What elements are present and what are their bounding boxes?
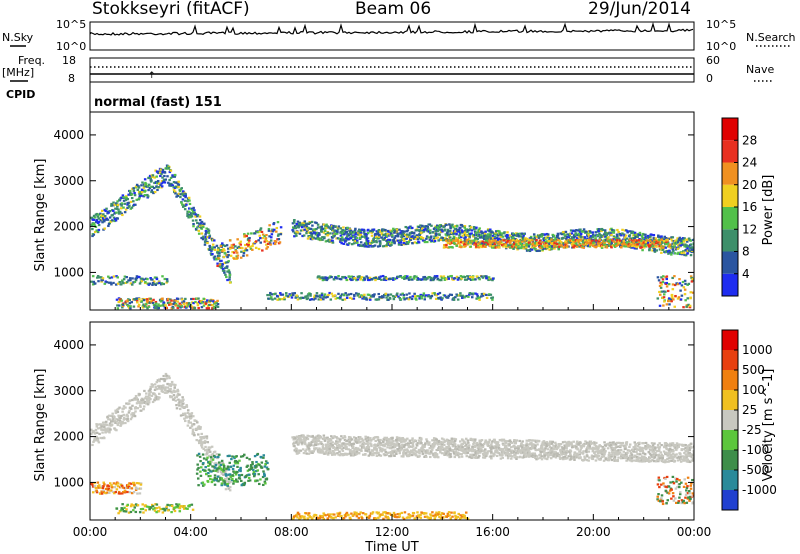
colorbar-segment <box>722 207 738 230</box>
colorbar-segment <box>722 370 738 390</box>
x-tick-label: 20:00 <box>576 525 611 539</box>
colorbar-tick-label: 8 <box>742 245 750 259</box>
y-tick-label: 3000 <box>53 384 84 398</box>
freq-label: Freq. <box>18 54 45 67</box>
colorbar-tick-label: -500 <box>742 463 769 477</box>
colorbar-tick-label: 28 <box>742 133 757 147</box>
colorbar-segment <box>722 330 738 350</box>
colorbar-segment <box>722 470 738 490</box>
colorbar-tick-label: 24 <box>742 156 757 170</box>
power-panel: 1000 2000 3000 4000 Slant Range [km] 4 8 12 16… <box>33 111 776 311</box>
colorbar-segment <box>722 430 738 450</box>
colorbar-segment <box>722 229 738 252</box>
colorbar-tick-label: 100 <box>742 383 765 397</box>
cpid-label: CPID <box>6 88 35 101</box>
y-tick-label: 1000 <box>53 265 84 279</box>
beam-title: Beam 06 <box>355 0 432 19</box>
colorbar-tick-label: 12 <box>742 222 757 236</box>
colorbar-segment <box>722 140 738 163</box>
mhz-label: [MHz] <box>2 66 34 79</box>
y-tick-label: 1000 <box>53 475 84 489</box>
nsearch-label: N.Search <box>746 31 796 44</box>
colorbar-segment <box>722 390 738 410</box>
colorbar-segment <box>722 118 738 141</box>
x-tick-label: 08:00 <box>274 525 309 539</box>
y-tick-label: 4000 <box>53 128 84 142</box>
nsky-series-line <box>89 21 694 36</box>
x-tick-label: 00:00 <box>677 525 712 539</box>
colorbar-tick-label: -25 <box>742 423 762 437</box>
freq-left-tick-top: 18 <box>62 54 76 67</box>
x-tick-label: 16:00 <box>475 525 510 539</box>
velocity-ylabel: Slant Range [km] <box>33 369 48 482</box>
station-title: Stokkseyri (fitACF) <box>92 0 250 19</box>
noise-right-tick-bottom: 10^0 <box>706 40 736 53</box>
frequency-panel: Freq. [MHz] 18 8 60 0 Nave ↑ <box>2 54 774 85</box>
y-tick-label: 3000 <box>53 174 84 188</box>
freq-marker: ↑ <box>148 71 156 81</box>
colorbar-tick-label: 4 <box>742 267 750 281</box>
cpid-text: normal (fast) 151 <box>94 95 222 110</box>
colorbar-tick-label: 16 <box>742 200 757 214</box>
velocity-colorbar-label: Velocity [m s^-1] <box>761 369 776 482</box>
freq-left-tick-bottom: 8 <box>68 72 75 85</box>
noise-left-tick-bottom: 10^0 <box>56 40 86 53</box>
colorbar-tick-label: 20 <box>742 178 757 192</box>
nave-label: Nave <box>746 63 774 76</box>
colorbar-tick-label: 500 <box>742 363 765 377</box>
y-tick-label: 4000 <box>53 338 84 352</box>
date-title: 29/Jun/2014 <box>588 0 691 19</box>
colorbar-tick-label: -1000 <box>742 483 777 497</box>
colorbar-segment <box>722 184 738 207</box>
y-tick-label: 2000 <box>53 430 84 444</box>
colorbar-segment <box>722 162 738 185</box>
noise-left-tick-top: 10^5 <box>56 18 86 31</box>
colorbar-segment <box>722 273 738 296</box>
colorbar-segment <box>722 350 738 370</box>
noise-panel: N.Sky 10^5 10^0 10^5 10^0 N.Search <box>2 18 796 53</box>
colorbar-segment <box>722 410 738 430</box>
nsky-label: N.Sky <box>2 31 34 44</box>
cpid-panel: CPID normal (fast) 151 <box>6 82 222 112</box>
x-tick-label: 04:00 <box>173 525 208 539</box>
colorbar-tick-label: 25 <box>742 403 757 417</box>
power-ylabel: Slant Range [km] <box>33 159 48 272</box>
colorbar-segment <box>722 251 738 274</box>
nave-right-tick-bottom: 0 <box>706 72 713 85</box>
x-tick-label: 00:00 <box>73 525 108 539</box>
y-tick-label: 2000 <box>53 220 84 234</box>
colorbar-tick-label: 1000 <box>742 343 773 357</box>
power-colorbar-label: Power [dB] <box>761 175 776 246</box>
noise-right-tick-top: 10^5 <box>706 18 736 31</box>
velocity-panel: 1000 2000 3000 4000 00:00 04:00 08:00 12:00 16:0… <box>33 321 777 554</box>
x-axis-label: Time UT <box>364 540 418 554</box>
colorbar-segment <box>722 450 738 470</box>
nave-right-tick-top: 60 <box>706 54 720 67</box>
colorbar-segment <box>722 490 738 510</box>
x-tick-label: 12:00 <box>375 525 410 539</box>
colorbar-tick-label: -100 <box>742 443 769 457</box>
